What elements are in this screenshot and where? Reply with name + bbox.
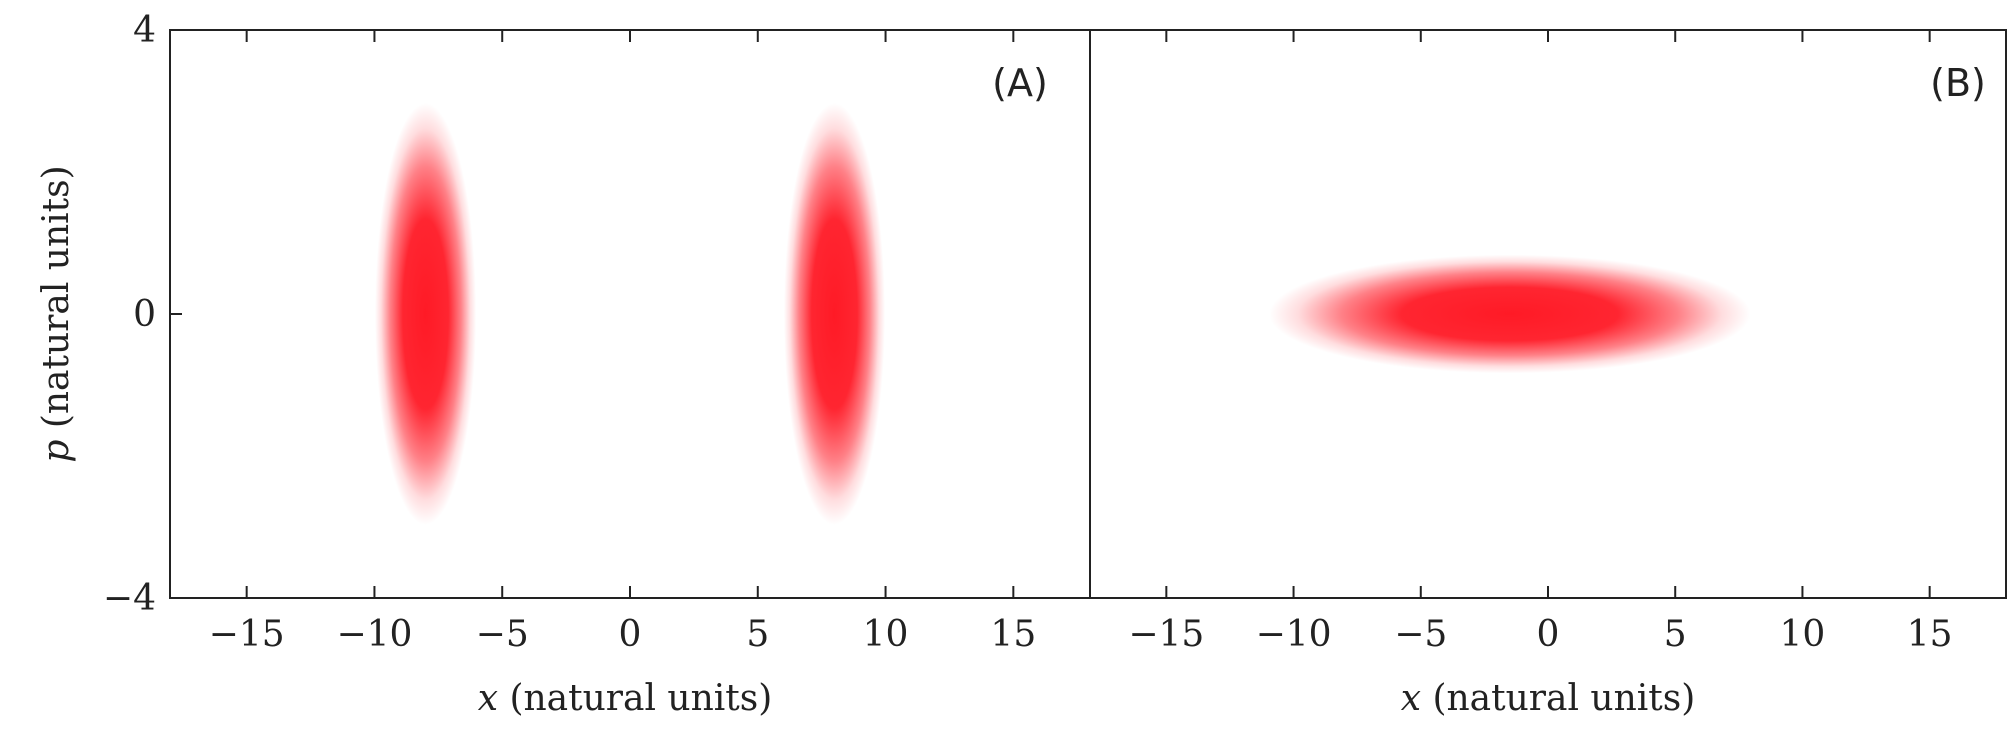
panel-a-y-tick-label: −4 [103,578,156,619]
panel-a-x-axis-var: x [478,678,498,719]
panel-b-x-tick-label: 5 [1664,614,1687,655]
panel-a-y-axis-label: p (natural units) [36,165,77,462]
panel-a-x-tick-label: −10 [336,614,412,655]
panel-a-x-tick-label: 5 [746,614,769,655]
panel-a-density-blob-2 [783,103,886,525]
panel-b-x-tick-label: 10 [1780,614,1826,655]
panel-b-x-tick-label: −5 [1394,614,1447,655]
panel-a-x-tick-label: −5 [476,614,529,655]
panel-a-y-tick-label: 0 [133,294,156,335]
panel-a-x-tick-label: 10 [863,614,909,655]
panel-b-x-tick-label: 0 [1537,614,1560,655]
panel-a-x-ticks: −15 −10 −5 0 5 10 15 [209,30,1036,655]
panel-a-x-tick-label: 0 [619,614,642,655]
panel-a-label: (A) [992,61,1048,105]
panel-b-label: (B) [1930,61,1986,105]
panel-b-x-axis-unit: (natural units) [1421,678,1695,719]
panel-b-x-axis-var: x [1401,678,1421,719]
panel-a-density-blob-1 [374,103,477,525]
panel-a-y-tick-label: 4 [133,10,156,51]
panel-a-x-tick-label: −15 [209,614,285,655]
panel-a-x-axis-label: x (natural units) [478,678,773,719]
panel-b-x-tick-label: 15 [1907,614,1953,655]
panel-b: −15 −10 −5 0 5 10 15 (B) x (natural units) [1089,29,2007,719]
panel-a-y-axis-unit: (natural units) [36,165,77,439]
panel-a: −15 −10 −5 0 5 10 15 −4 0 4 (A) x (natural units… [36,10,1091,719]
panel-a-density [374,103,886,525]
panel-b-x-ticks: −15 −10 −5 0 5 10 15 [1128,30,1953,655]
panel-b-x-tick-label: −10 [1256,614,1332,655]
panel-b-density [1269,254,1751,374]
panel-b-x-tick-label: −15 [1128,614,1204,655]
panel-a-y-ticks: −4 0 4 [103,10,182,619]
panel-a-frame [169,29,1091,599]
panel-a-y-axis-var: p [36,440,77,463]
panel-a-x-axis-unit: (natural units) [498,678,772,719]
panel-a-x-tick-label: 15 [990,614,1036,655]
panel-b-density-blob-1 [1269,254,1751,374]
panel-b-x-axis-label: x (natural units) [1401,678,1696,719]
